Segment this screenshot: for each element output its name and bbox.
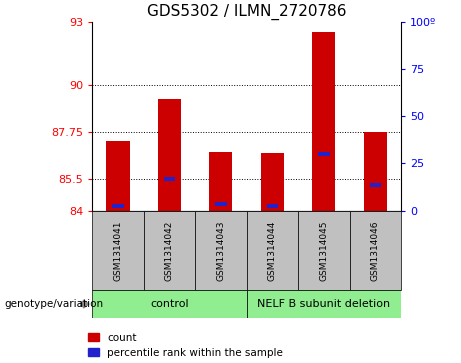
Bar [298, 211, 349, 290]
Text: NELF B subunit deletion: NELF B subunit deletion [257, 299, 390, 309]
Text: GSM1314045: GSM1314045 [319, 220, 328, 281]
Bar [164, 177, 175, 181]
Bar [349, 211, 401, 290]
Text: genotype/variation: genotype/variation [5, 299, 104, 309]
Bar [318, 152, 330, 156]
Bar [92, 211, 144, 290]
Legend: count, percentile rank within the sample: count, percentile rank within the sample [88, 333, 283, 358]
Bar [261, 153, 284, 211]
Bar [312, 32, 336, 211]
Title: GDS5302 / ILMN_2720786: GDS5302 / ILMN_2720786 [147, 4, 346, 20]
Bar [112, 204, 124, 208]
Text: GSM1314042: GSM1314042 [165, 220, 174, 281]
Bar [247, 211, 298, 290]
Bar [370, 183, 381, 187]
Bar [209, 152, 232, 211]
Bar [266, 204, 278, 208]
Bar [92, 290, 247, 318]
Bar [158, 99, 181, 211]
Bar [144, 211, 195, 290]
Text: GSM1314046: GSM1314046 [371, 220, 380, 281]
Text: GSM1314041: GSM1314041 [113, 220, 123, 281]
Bar [106, 141, 130, 211]
Text: control: control [150, 299, 189, 309]
Text: GSM1314043: GSM1314043 [216, 220, 225, 281]
Text: GSM1314044: GSM1314044 [268, 220, 277, 281]
Bar [195, 211, 247, 290]
Bar [364, 132, 387, 211]
Bar [247, 290, 401, 318]
Bar [215, 202, 227, 206]
